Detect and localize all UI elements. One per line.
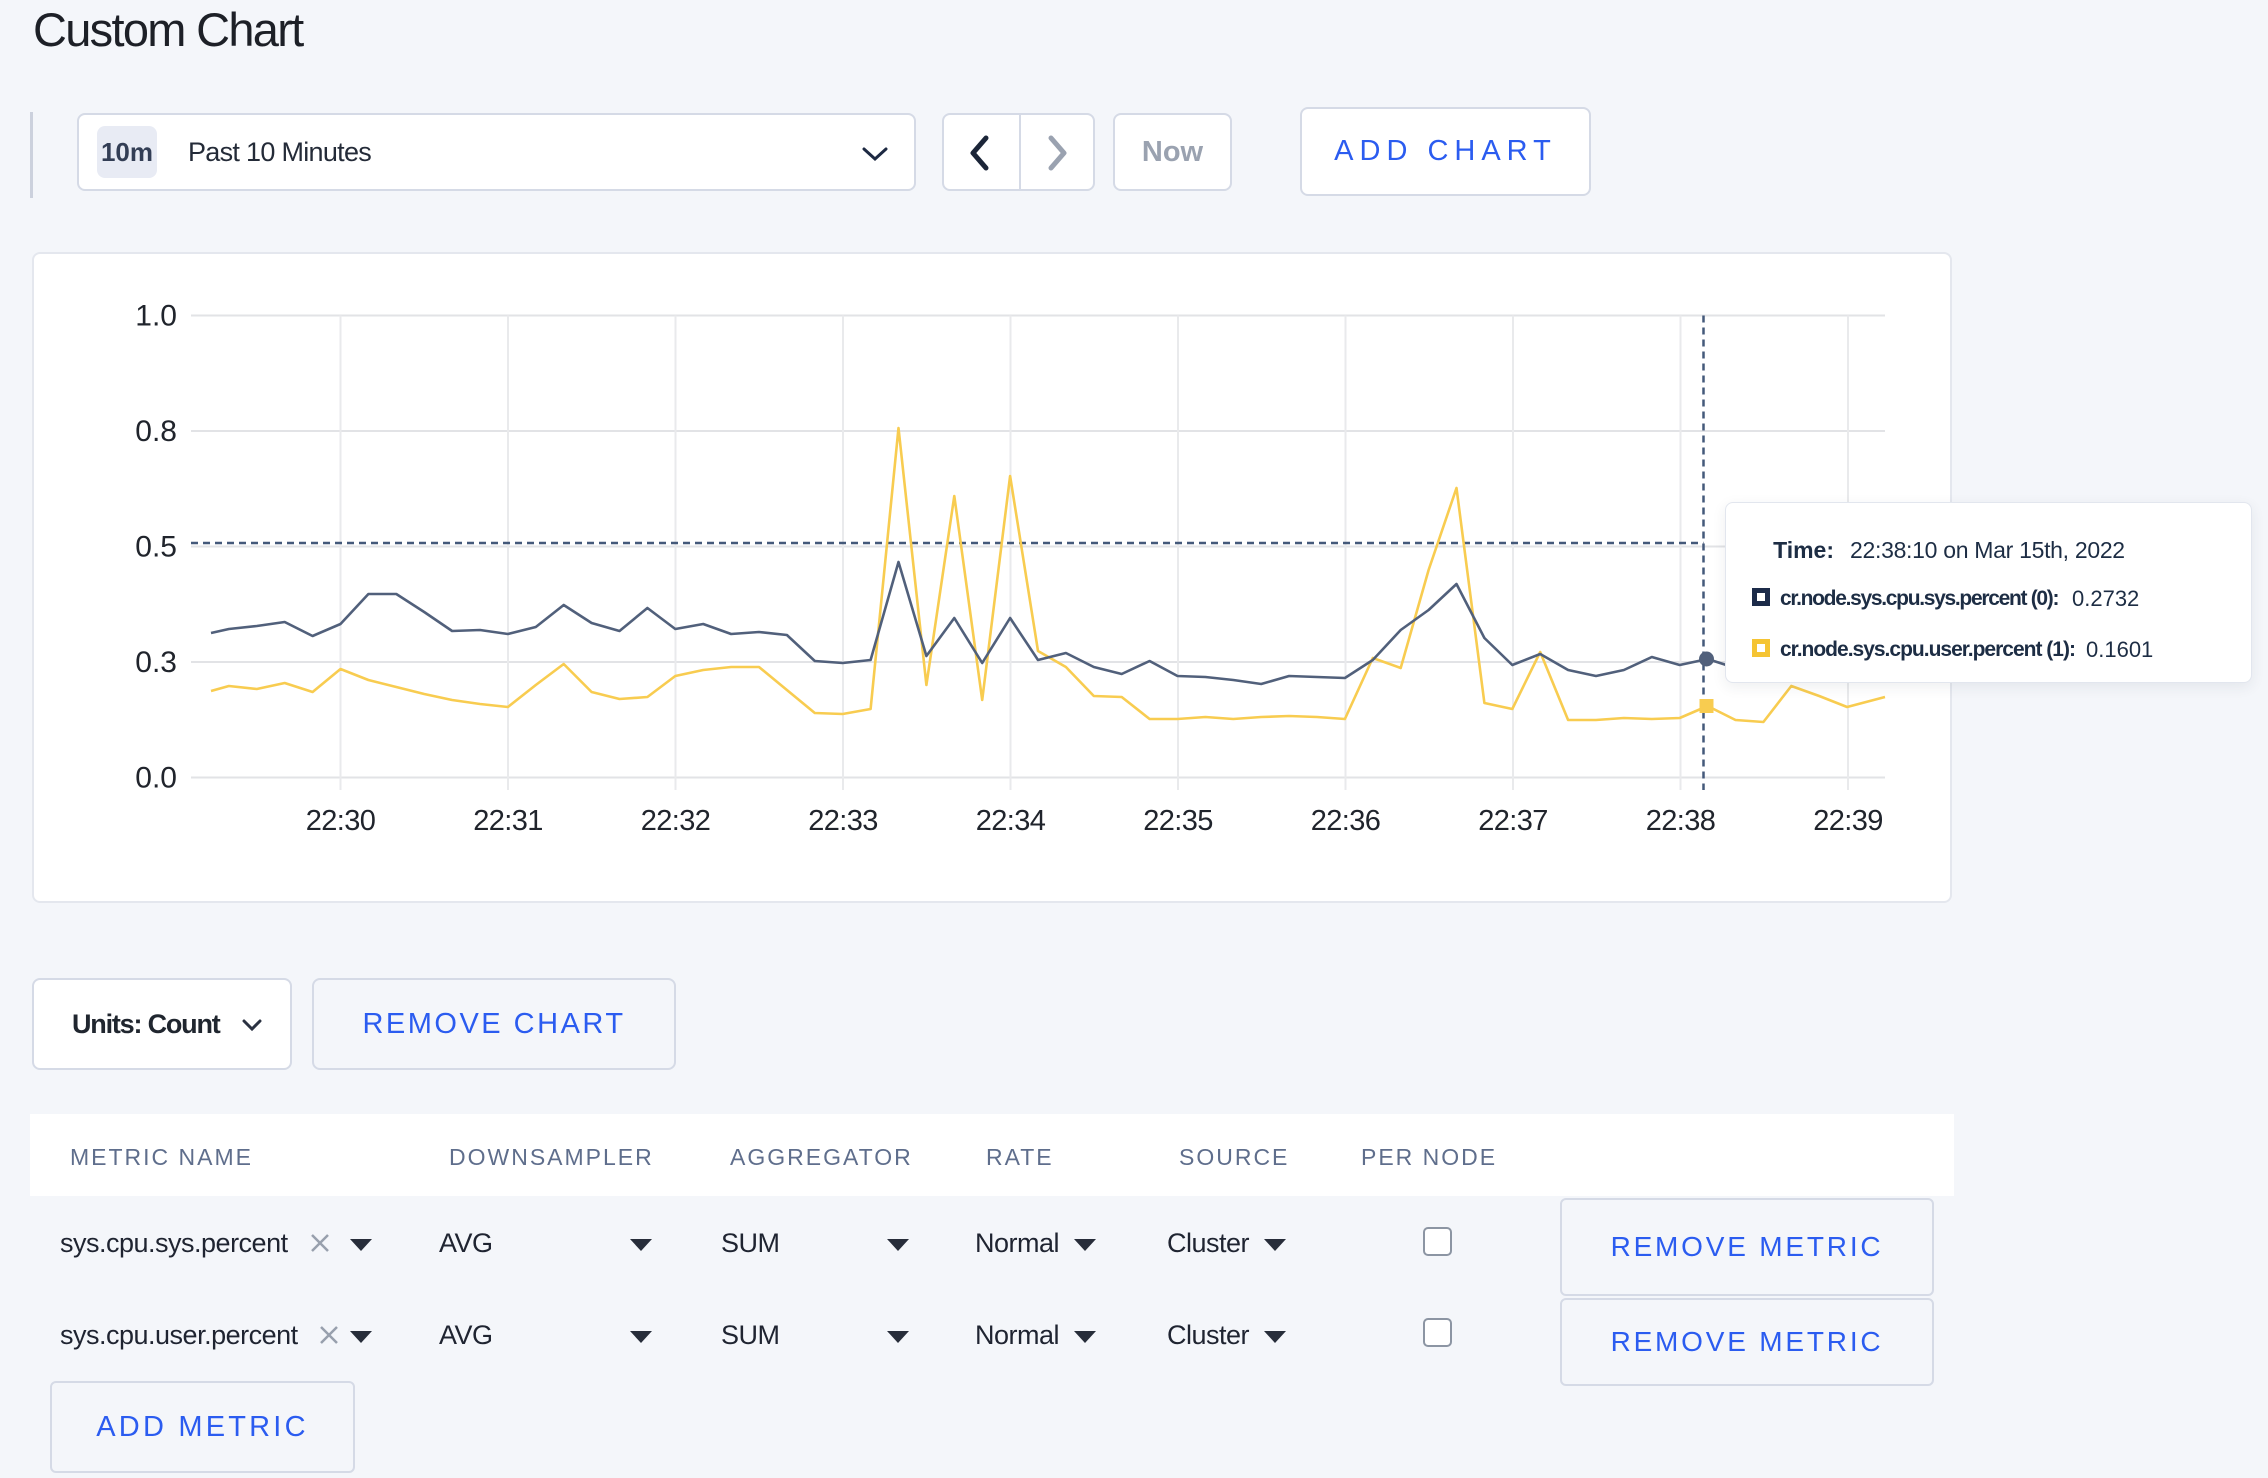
- svg-text:22:32: 22:32: [641, 805, 711, 837]
- svg-text:22:38: 22:38: [1646, 805, 1716, 837]
- svg-text:22:39: 22:39: [1813, 805, 1883, 837]
- svg-text:22:35: 22:35: [1143, 805, 1213, 837]
- svg-text:0.5: 0.5: [135, 531, 177, 564]
- svg-text:22:37: 22:37: [1478, 805, 1548, 837]
- svg-text:22:36: 22:36: [1311, 805, 1381, 837]
- svg-text:0.8: 0.8: [135, 415, 177, 448]
- svg-text:22:33: 22:33: [808, 805, 878, 837]
- svg-text:0.3: 0.3: [135, 646, 177, 679]
- svg-text:0.0: 0.0: [135, 762, 177, 795]
- svg-text:22:31: 22:31: [473, 805, 543, 837]
- svg-text:1.0: 1.0: [135, 300, 177, 333]
- svg-text:22:30: 22:30: [306, 805, 376, 837]
- svg-text:22:34: 22:34: [976, 805, 1046, 837]
